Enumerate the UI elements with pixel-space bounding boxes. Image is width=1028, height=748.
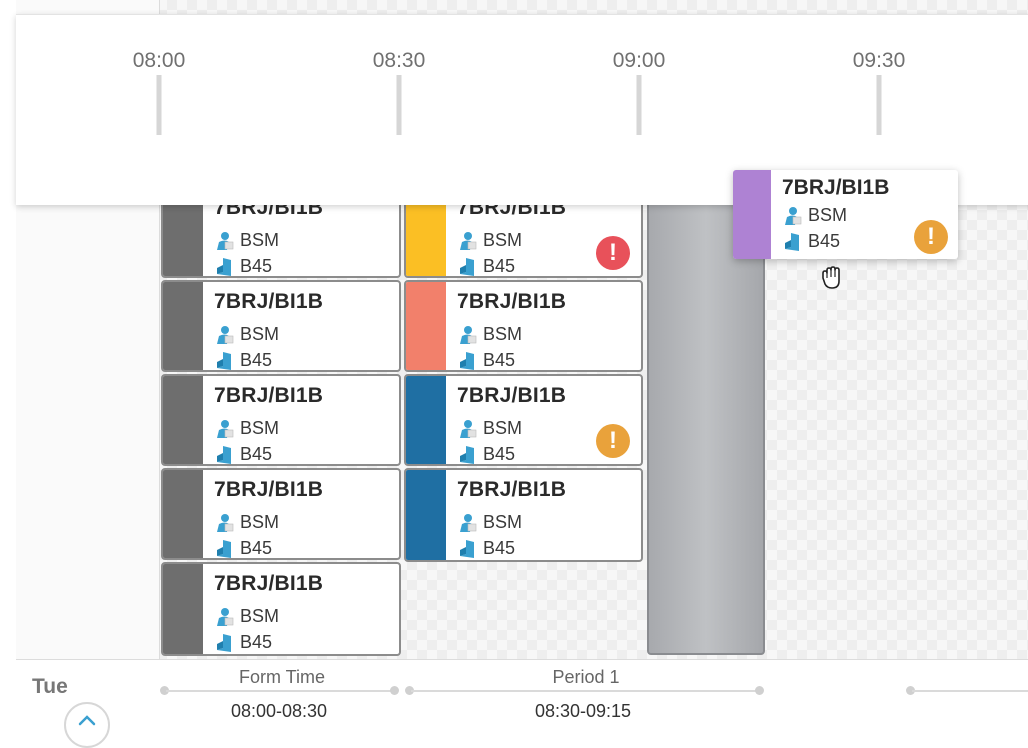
period-marker: [390, 686, 399, 695]
tick-label: 08:30: [372, 49, 426, 72]
lesson-color-bar: [163, 564, 203, 654]
lesson-teacher: BSM: [240, 230, 280, 250]
lesson-teacher: BSM: [483, 512, 523, 532]
lesson-color-bar: [406, 470, 446, 560]
tick-label: 09:30: [852, 49, 906, 72]
teacher-icon: [457, 513, 477, 533]
lesson-code: 7BRJ/BI1B: [214, 290, 324, 313]
teacher-icon: [214, 419, 234, 439]
period-line: [912, 690, 1028, 692]
lesson-color-bar: [163, 282, 203, 370]
teacher-icon: [214, 607, 234, 627]
room-icon: [457, 539, 477, 559]
lesson-card[interactable]: 7BRJ/BI1B BSM B45 !: [404, 374, 643, 466]
lesson-teacher: BSM: [483, 230, 523, 250]
lesson-color-bar: [406, 282, 446, 370]
period-line: [166, 690, 394, 692]
lesson-room: B45: [808, 231, 841, 251]
room-icon: [214, 257, 234, 277]
warning-badge-icon[interactable]: !: [914, 220, 948, 254]
lesson-code: 7BRJ/BI1B: [214, 572, 324, 595]
lesson-code: 7BRJ/BI1B: [457, 384, 567, 407]
lesson-teacher: BSM: [483, 418, 523, 438]
room-icon: [214, 445, 234, 465]
lesson-color-bar: [163, 376, 203, 464]
lesson-room: B45: [240, 444, 273, 464]
period-time: 08:30-09:15: [534, 701, 632, 721]
room-icon: [214, 633, 234, 653]
lesson-code: 7BRJ/BI1B: [214, 478, 324, 501]
teacher-icon: [214, 325, 234, 345]
lesson-room: B45: [240, 350, 273, 370]
lesson-card[interactable]: 7BRJ/BI1B BSM B45: [161, 562, 401, 656]
grab-cursor-icon: [818, 264, 846, 292]
lesson-code: 7BRJ/BI1B: [214, 384, 324, 407]
period-marker: [160, 686, 169, 695]
lesson-color-bar: [733, 170, 771, 259]
chevron-up-icon: [78, 715, 96, 726]
teacher-icon: [214, 231, 234, 251]
lesson-card[interactable]: 7BRJ/BI1B BSM B45: [161, 468, 401, 560]
tick-mark: [636, 75, 642, 135]
lesson-teacher: BSM: [240, 418, 280, 438]
blocked-slot: [647, 190, 765, 655]
period-marker: [405, 686, 414, 695]
room-icon: [457, 257, 477, 277]
teacher-icon: [457, 419, 477, 439]
lesson-room: B45: [483, 256, 516, 276]
lesson-room: B45: [483, 538, 516, 558]
tick-label: 08:00: [132, 49, 186, 72]
room-icon: [214, 351, 234, 371]
day-label: Tue: [32, 675, 68, 698]
lesson-code: 7BRJ/BI1B: [782, 176, 890, 199]
lesson-code: 7BRJ/BI1B: [457, 290, 567, 313]
lesson-room: B45: [483, 350, 516, 370]
room-icon: [782, 232, 802, 252]
room-icon: [457, 445, 477, 465]
lesson-card[interactable]: 7BRJ/BI1B BSM B45: [161, 280, 401, 372]
period-name: Period 1: [552, 667, 620, 687]
lesson-teacher: BSM: [808, 205, 848, 225]
lesson-teacher: BSM: [483, 324, 523, 344]
next-day-row: [16, 659, 1028, 727]
warning-badge-icon[interactable]: !: [596, 424, 630, 458]
lesson-card[interactable]: 7BRJ/BI1B BSM B45: [404, 280, 643, 372]
lesson-teacher: BSM: [240, 324, 280, 344]
room-icon: [457, 351, 477, 371]
lesson-teacher: BSM: [240, 606, 280, 626]
lesson-room: B45: [240, 538, 273, 558]
period-marker: [906, 686, 915, 695]
lesson-color-bar: [406, 376, 446, 464]
period-marker: [755, 686, 764, 695]
error-badge-icon[interactable]: !: [596, 236, 630, 270]
period-name: Form Time: [238, 667, 326, 687]
period-time: 08:00-08:30: [230, 701, 328, 721]
lesson-card[interactable]: 7BRJ/BI1B BSM B45: [404, 468, 643, 562]
dragging-lesson-card[interactable]: 7BRJ/BI1B BSM B45 !: [733, 170, 958, 259]
room-icon: [214, 539, 234, 559]
teacher-icon: [457, 325, 477, 345]
lesson-teacher: BSM: [240, 512, 280, 532]
collapse-button[interactable]: [64, 702, 110, 748]
lesson-color-bar: [163, 470, 203, 558]
lesson-code: 7BRJ/BI1B: [457, 478, 567, 501]
teacher-icon: [214, 513, 234, 533]
tick-mark: [156, 75, 162, 135]
lesson-room: B45: [240, 632, 273, 652]
teacher-icon: [782, 206, 802, 226]
lesson-room: B45: [483, 444, 516, 464]
lesson-card[interactable]: 7BRJ/BI1B BSM B45: [161, 374, 401, 466]
lesson-room: B45: [240, 256, 273, 276]
teacher-icon: [457, 231, 477, 251]
tick-mark: [876, 75, 882, 135]
tick-label: 09:00: [612, 49, 666, 72]
period-line: [411, 690, 759, 692]
tick-mark: [396, 75, 402, 135]
